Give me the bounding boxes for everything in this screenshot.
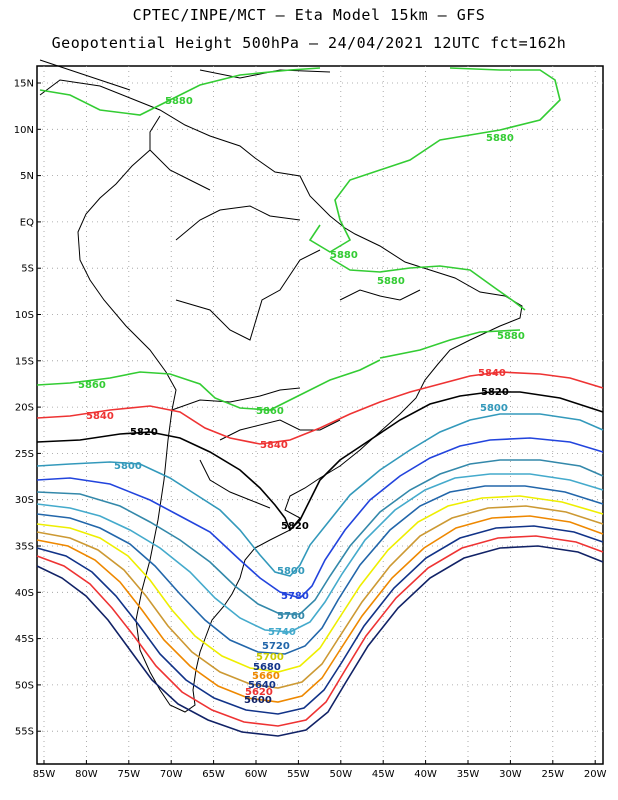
lon-tick-label: 50W: [329, 769, 352, 780]
contour-lines: [36, 67, 604, 737]
lon-tick-label: 85W: [33, 769, 56, 780]
map-title-line2: Geopotential Height 500hPa – 24/04/2021 …: [51, 34, 567, 52]
label-5640: 5640: [248, 680, 276, 691]
lat-tick-label: 50S: [15, 680, 34, 691]
label-5620: 5620: [245, 687, 273, 698]
label-blue-east: 5800: [480, 403, 508, 414]
label-green-top: 5880: [165, 96, 193, 107]
lon-tick-label: 25W: [541, 769, 564, 780]
label-green-east: 5880: [497, 331, 525, 342]
label-black-south: 5820: [281, 521, 309, 532]
contour-5780: [36, 437, 604, 599]
axis-ticks: 15N 10N 5N EQ 5S 10S 15S 20S 25S 30S 35S 40S 45S 50S 5…: [14, 79, 607, 781]
lon-tick-label: 65W: [202, 769, 225, 780]
country-border-2: [171, 387, 301, 411]
lat-tick-label: EQ: [20, 217, 34, 228]
country-border-6: [339, 289, 421, 301]
label-green-amazon: 5880: [330, 250, 358, 261]
lon-tick-label: 45W: [372, 769, 395, 780]
label-green-west: 5860: [78, 380, 106, 391]
contour-5740: [36, 473, 604, 633]
contour-5680: [36, 505, 604, 689]
label-red-east: 5840: [478, 368, 506, 379]
lon-tick-label: 80W: [75, 769, 98, 780]
label-red-west: 5840: [86, 411, 114, 422]
contour-5860: [36, 359, 381, 411]
lat-tick-label: 30S: [15, 495, 34, 506]
contour-5800: [36, 413, 604, 577]
label-5680: 5680: [253, 662, 281, 673]
contour-5880: [329, 257, 526, 311]
contour-5660: [36, 515, 604, 703]
label-5660: 5660: [252, 671, 280, 682]
contour-5820: [36, 391, 604, 532]
country-border-5: [199, 459, 271, 509]
contour-5880: [308, 67, 561, 253]
contour-5880: [39, 67, 321, 116]
lon-tick-label: 20W: [584, 769, 607, 780]
lat-tick-label: 40S: [15, 588, 34, 599]
contour-5880: [379, 329, 521, 359]
lon-tick-label: 60W: [245, 769, 268, 780]
lat-tick-label: 25S: [15, 449, 34, 460]
contour-5700: [36, 495, 604, 673]
lat-tick-label: 15S: [15, 356, 34, 367]
lat-tick-label: 5N: [20, 171, 34, 182]
lon-tick-label: 30W: [499, 769, 522, 780]
country-border-7: [149, 149, 211, 191]
label-5760: 5760: [277, 611, 305, 622]
label-5720: 5720: [262, 641, 290, 652]
contour-5640: [36, 525, 604, 715]
plot-frame: [36, 65, 604, 765]
label-black-west: 5820: [130, 427, 158, 438]
country-border-4: [175, 205, 301, 241]
contour-5620: [36, 535, 604, 727]
label-red-central: 5840: [260, 440, 288, 451]
label-blue-south: 5800: [277, 566, 305, 577]
lat-tick-label: 55S: [15, 727, 34, 738]
lat-tick-label: 15N: [14, 79, 34, 90]
lat-tick-label: 35S: [15, 542, 34, 553]
lon-tick-label: 35W: [457, 769, 480, 780]
label-5700: 5700: [256, 652, 284, 663]
label-5740: 5740: [268, 627, 296, 638]
lon-tick-label: 70W: [160, 769, 183, 780]
label-5780: 5780: [281, 591, 309, 602]
contour-5840: [36, 371, 604, 445]
lon-tick-label: 55W: [287, 769, 310, 780]
label-blue-west: 5800: [114, 461, 142, 472]
lon-tick-label: 75W: [117, 769, 140, 780]
label-green-ne: 5880: [486, 133, 514, 144]
lat-tick-label: 20S: [15, 403, 34, 414]
label-black-east: 5820: [481, 387, 509, 398]
label-green-ne2: 5880: [377, 276, 405, 287]
label-5600: 5600: [244, 695, 272, 706]
country-border-3: [219, 419, 341, 441]
lat-tick-label: 10S: [15, 310, 34, 321]
lat-tick-label: 5S: [21, 264, 34, 275]
lon-tick-label: 40W: [414, 769, 437, 780]
contour-5720: [36, 485, 604, 655]
contour-5600: [36, 545, 604, 737]
contour-labels: 5880 5880 5880 5880 5880 5860 5860 5840 …: [78, 96, 525, 706]
caribbean-coast: [39, 59, 331, 91]
contour-5760: [36, 459, 604, 615]
lat-tick-label: 10N: [14, 125, 34, 136]
label-green-central: 5860: [256, 406, 284, 417]
map-title-line1: CPTEC/INPE/MCT – Eta Model 15km – GFS: [132, 6, 486, 24]
country-border-1: [175, 249, 321, 341]
lat-tick-label: 45S: [15, 634, 34, 645]
